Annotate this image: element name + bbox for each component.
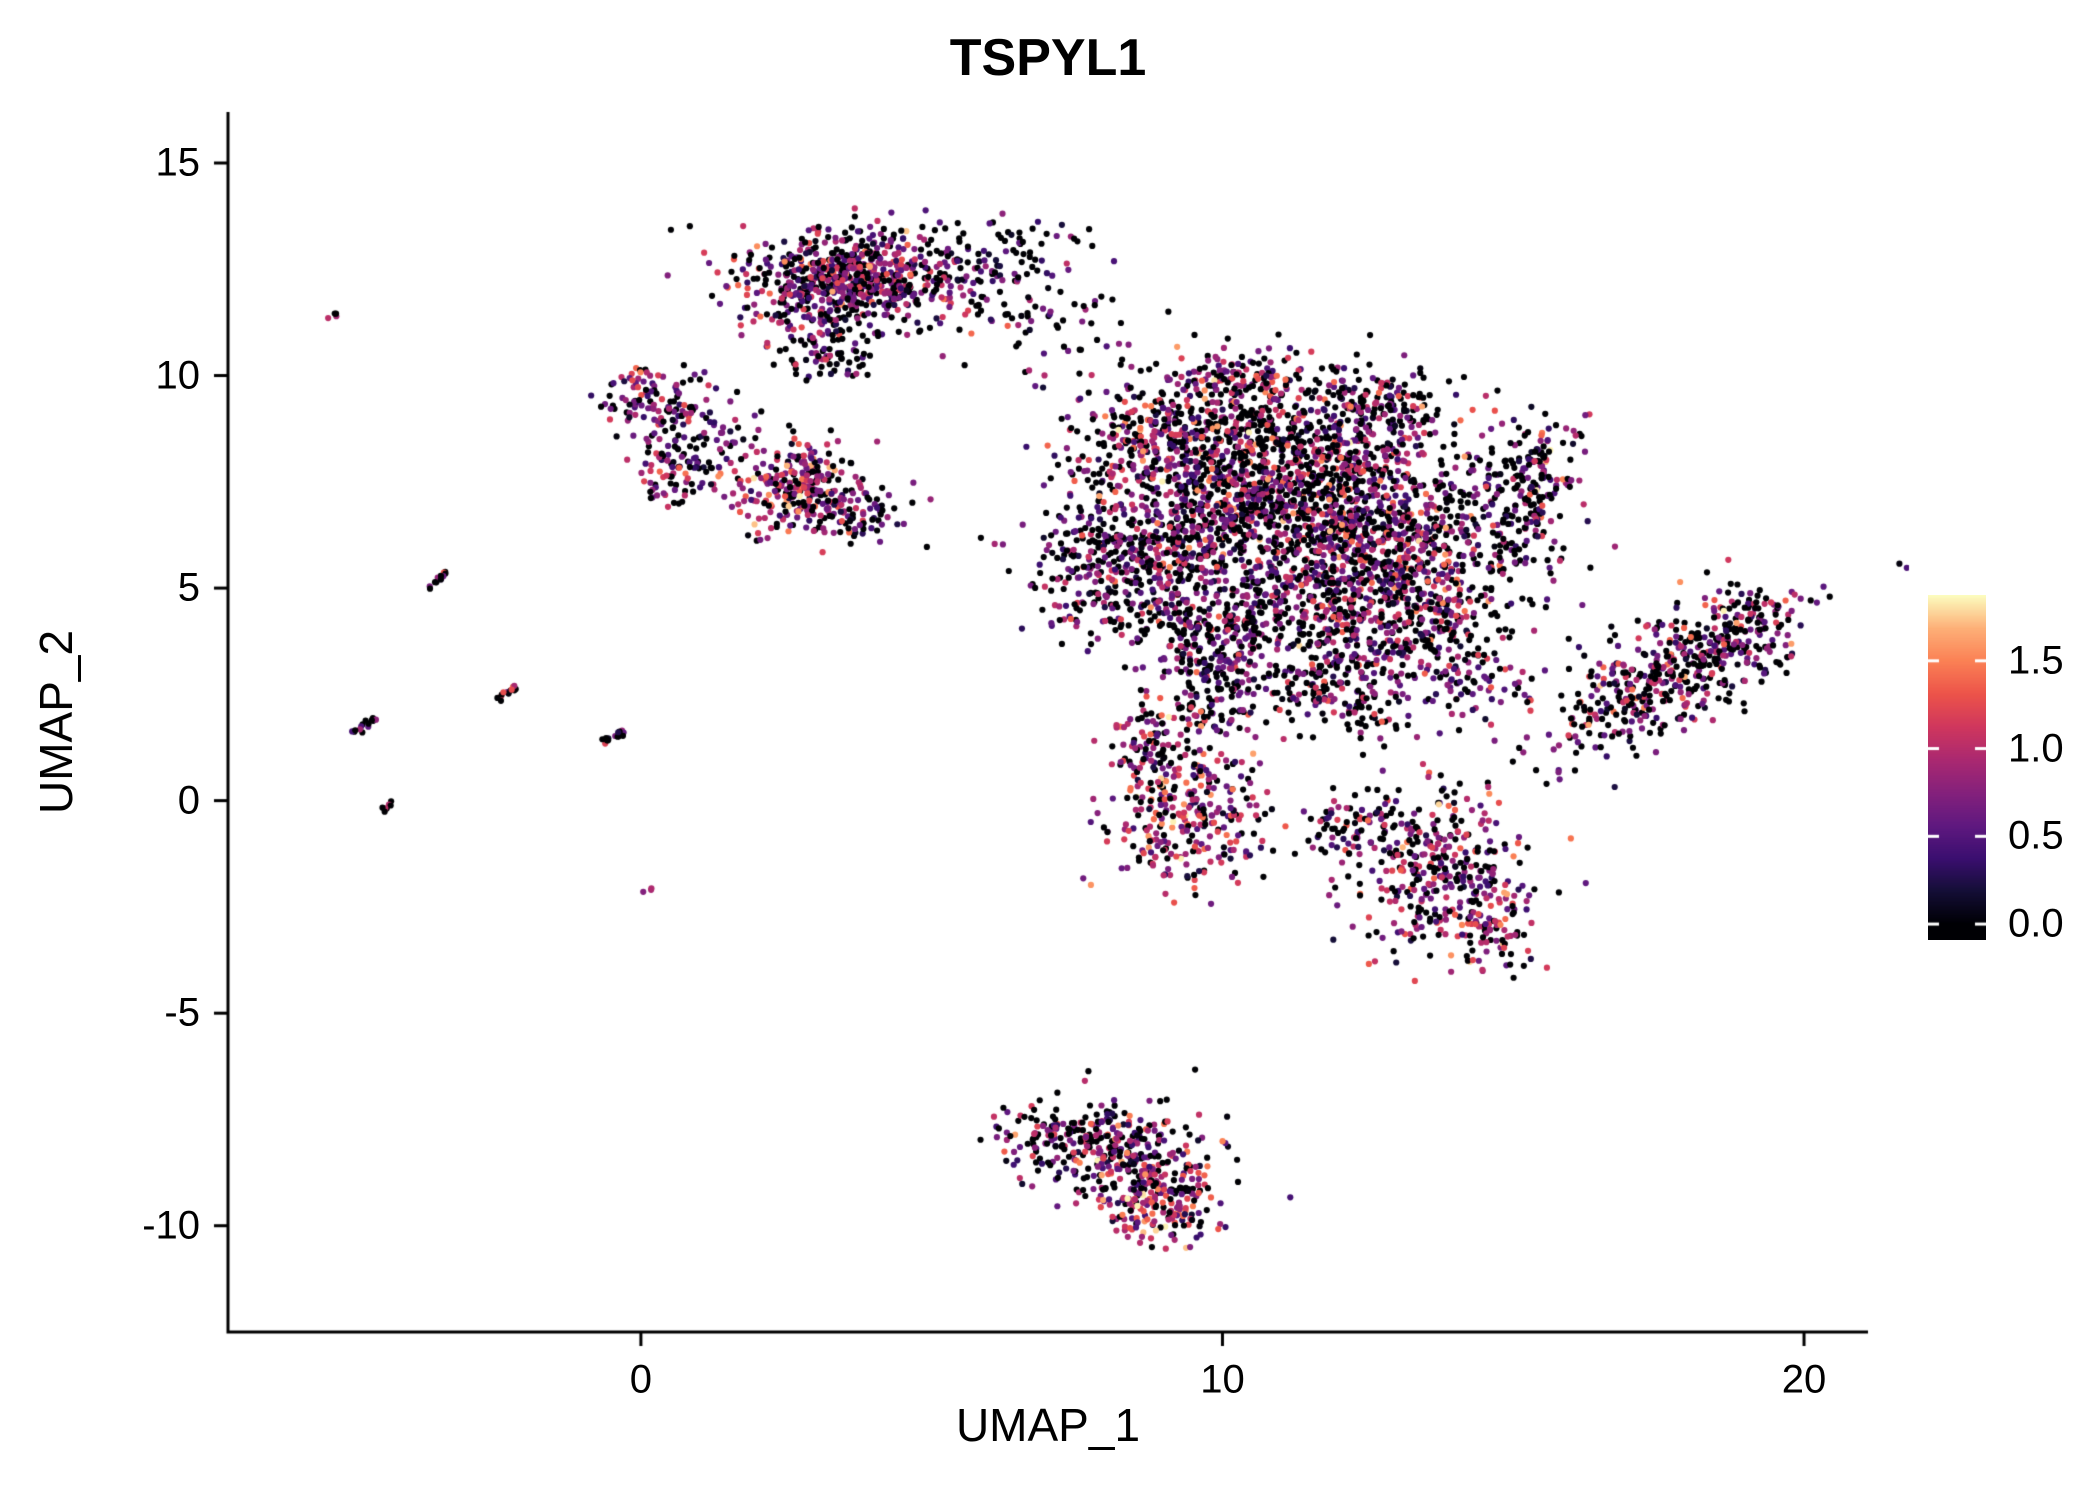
y-axis-tick-label: -5 xyxy=(164,990,200,1035)
legend-tick-label: 1.0 xyxy=(2008,726,2064,771)
legend-tick-label: 1.5 xyxy=(2008,638,2064,683)
y-axis-tick-label: 10 xyxy=(155,353,201,398)
x-axis-label: UMAP_1 xyxy=(955,1399,1141,1451)
x-axis-tick-label: 20 xyxy=(1781,1357,1827,1402)
legend-tick-label: 0.5 xyxy=(2008,813,2064,858)
plot-title: TSPYL1 xyxy=(949,29,1147,87)
y-axis-tick-label: 5 xyxy=(177,565,200,610)
y-axis-label: UMAP_2 xyxy=(30,629,82,815)
y-axis-tick-label: 15 xyxy=(155,140,201,185)
x-axis-tick-label: 10 xyxy=(1200,1357,1245,1402)
legend-tick-label: 0.0 xyxy=(2008,901,2064,946)
x-axis-tick-label: 0 xyxy=(629,1357,653,1402)
y-axis-tick-label: -10 xyxy=(142,1203,200,1248)
expression-colorbar xyxy=(1928,595,1986,940)
y-axis-tick-label: 0 xyxy=(177,778,200,823)
